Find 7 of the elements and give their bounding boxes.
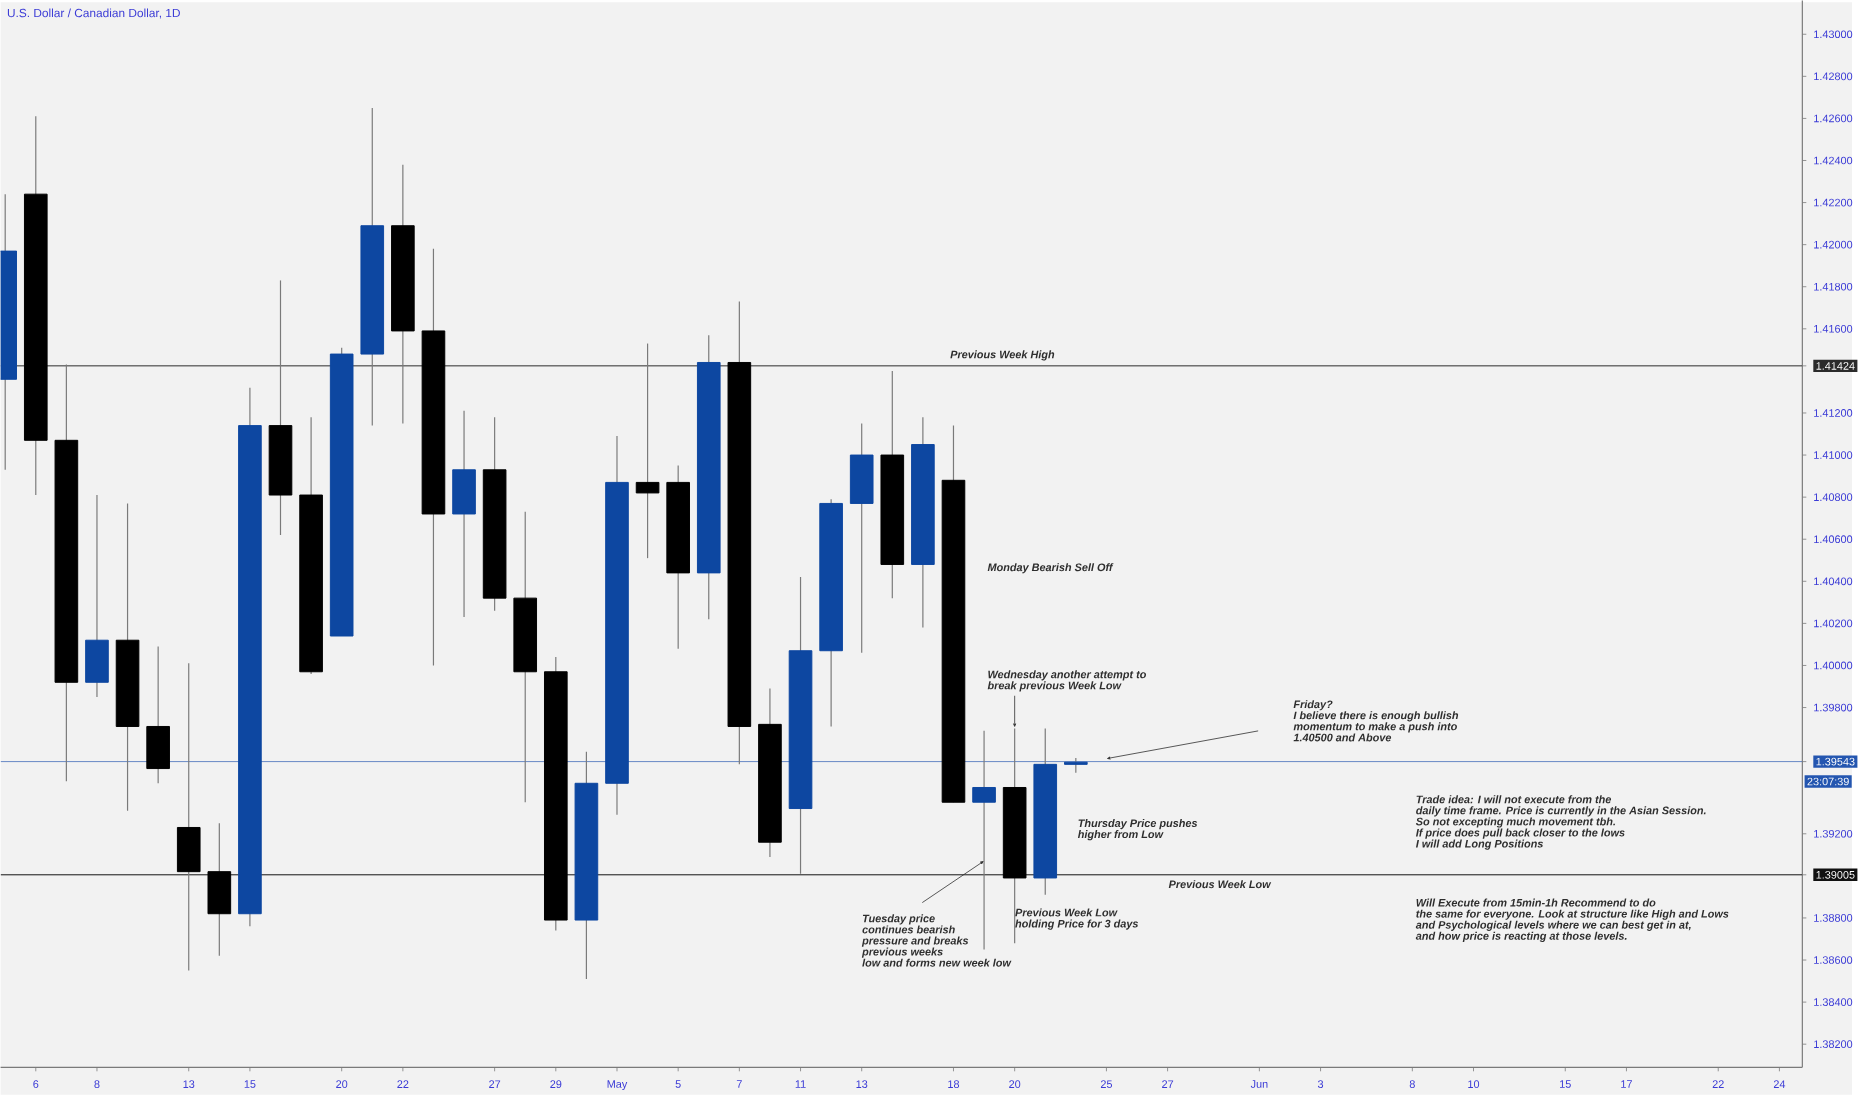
candlestick — [972, 729, 996, 950]
candlestick — [635, 342, 660, 559]
candlestick — [452, 409, 476, 618]
candlestick — [85, 494, 109, 698]
candlestick — [207, 822, 232, 957]
candlestick — [176, 662, 201, 971]
candlestick — [146, 645, 170, 784]
